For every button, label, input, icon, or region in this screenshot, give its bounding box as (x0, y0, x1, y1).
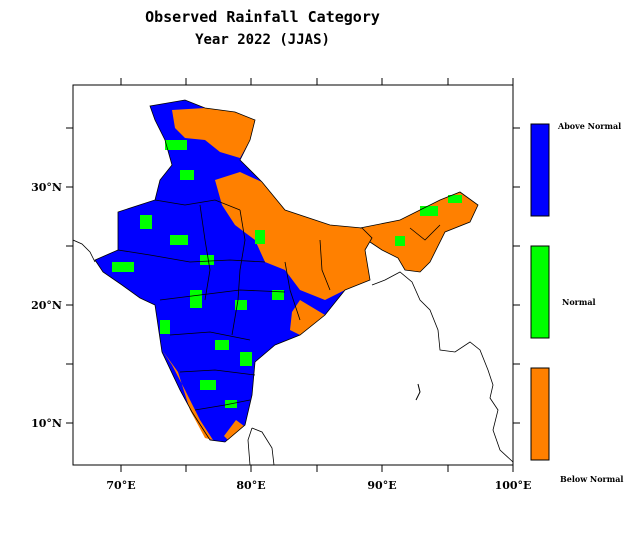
below-normal-areas (162, 108, 372, 440)
legend-swatch-above-normal (530, 123, 550, 217)
bottom-ticks (120, 465, 514, 472)
andaman-islands (415, 383, 421, 401)
normal-areas (112, 140, 462, 408)
state-borders (94, 99, 479, 443)
sri-lanka (247, 427, 275, 465)
top-ticks (120, 78, 514, 85)
western-coastline (73, 239, 96, 263)
legend-label-below-normal: Below Normal (560, 474, 623, 484)
y-tick-label: 20°N (31, 299, 62, 312)
neighbour-coastline (371, 271, 513, 463)
legend-swatch-below-normal (530, 367, 550, 461)
x-tick-label: 70°E (106, 479, 135, 492)
legend-swatch-normal (530, 245, 550, 339)
left-ticks (66, 127, 73, 424)
map-title: Observed Rainfall Category (145, 8, 380, 26)
x-tick-label: 100°E (495, 479, 532, 492)
y-tick-label: 30°N (31, 181, 62, 194)
y-tick-label: 10°N (31, 417, 62, 430)
legend-label-normal: Normal (562, 297, 596, 307)
legend: Above Normal Normal Below Normal (530, 121, 623, 484)
legend-label-above-normal: Above Normal (557, 121, 621, 131)
map-subtitle: Year 2022 (JJAS) (195, 32, 330, 48)
x-tick-label: 80°E (236, 479, 265, 492)
region-northeast (360, 192, 478, 272)
right-ticks (513, 127, 520, 424)
x-tick-label: 90°E (367, 479, 396, 492)
